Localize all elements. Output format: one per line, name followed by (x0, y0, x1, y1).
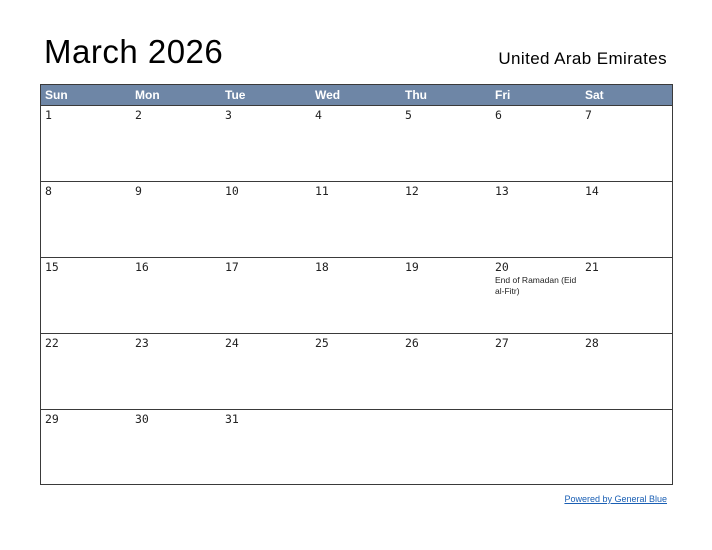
day-cell[interactable]: 20 End of Ramadan (Eid al-Fitr) (491, 258, 581, 333)
day-cell[interactable]: 14 (581, 182, 672, 257)
week-row-2: 8 9 10 11 12 13 14 (41, 181, 672, 257)
day-number: 12 (405, 184, 419, 198)
day-cell[interactable]: 27 (491, 334, 581, 409)
day-cell[interactable]: 30 (131, 410, 221, 485)
day-number: 24 (225, 336, 239, 350)
weekday-fri: Fri (495, 88, 511, 102)
day-cell[interactable]: 1 (41, 106, 131, 181)
day-number: 3 (225, 108, 232, 122)
day-number: 31 (225, 412, 239, 426)
week-row-3: 15 16 17 18 19 20 End of Ramadan (Eid al… (41, 257, 672, 333)
day-number: 20 (495, 260, 509, 274)
week-row-1: 1 2 3 4 5 6 7 (41, 105, 672, 181)
day-cell[interactable]: 2 (131, 106, 221, 181)
day-number: 11 (315, 184, 329, 198)
day-number: 5 (405, 108, 412, 122)
week-row-4: 22 23 24 25 26 27 28 (41, 333, 672, 409)
day-number: 26 (405, 336, 419, 350)
weekday-sat: Sat (585, 88, 604, 102)
day-number: 1 (45, 108, 52, 122)
day-number: 23 (135, 336, 149, 350)
day-cell[interactable]: 31 (221, 410, 311, 485)
day-cell[interactable]: 9 (131, 182, 221, 257)
day-number: 14 (585, 184, 599, 198)
weekday-mon: Mon (135, 88, 160, 102)
weekday-wed: Wed (315, 88, 341, 102)
day-number: 13 (495, 184, 509, 198)
day-cell[interactable]: 5 (401, 106, 491, 181)
day-number: 17 (225, 260, 239, 274)
weekday-header: Sun Mon Tue Wed Thu Fri Sat (41, 85, 672, 105)
day-cell[interactable]: 26 (401, 334, 491, 409)
page-title: March 2026 (44, 33, 224, 70)
day-cell[interactable]: 4 (311, 106, 401, 181)
weekday-thu: Thu (405, 88, 427, 102)
powered-by-link[interactable]: Powered by General Blue (564, 494, 667, 504)
day-number: 25 (315, 336, 329, 350)
day-cell[interactable]: 12 (401, 182, 491, 257)
empty-cell (401, 410, 491, 485)
day-cell[interactable]: 6 (491, 106, 581, 181)
day-number: 18 (315, 260, 329, 274)
week-row-5: 29 30 31 (41, 409, 672, 485)
day-number: 10 (225, 184, 239, 198)
day-number: 27 (495, 336, 509, 350)
day-cell[interactable]: 11 (311, 182, 401, 257)
day-number: 15 (45, 260, 59, 274)
day-cell[interactable]: 24 (221, 334, 311, 409)
day-number: 29 (45, 412, 59, 426)
day-cell[interactable]: 3 (221, 106, 311, 181)
day-cell[interactable]: 10 (221, 182, 311, 257)
calendar-grid: Sun Mon Tue Wed Thu Fri Sat 1 2 3 4 5 6 … (40, 84, 673, 485)
day-cell[interactable]: 17 (221, 258, 311, 333)
day-number: 7 (585, 108, 592, 122)
day-number: 19 (405, 260, 419, 274)
day-number: 8 (45, 184, 52, 198)
holiday-label: End of Ramadan (Eid al-Fitr) (495, 275, 577, 296)
day-number: 16 (135, 260, 149, 274)
country-name: United Arab Emirates (498, 49, 667, 68)
weekday-sun: Sun (45, 88, 68, 102)
empty-cell (311, 410, 401, 485)
day-cell[interactable]: 8 (41, 182, 131, 257)
day-cell[interactable]: 15 (41, 258, 131, 333)
day-number: 2 (135, 108, 142, 122)
day-number: 21 (585, 260, 599, 274)
day-cell[interactable]: 25 (311, 334, 401, 409)
day-cell[interactable]: 22 (41, 334, 131, 409)
day-number: 9 (135, 184, 142, 198)
day-cell[interactable]: 19 (401, 258, 491, 333)
day-cell[interactable]: 16 (131, 258, 221, 333)
day-number: 4 (315, 108, 322, 122)
day-number: 22 (45, 336, 59, 350)
day-number: 28 (585, 336, 599, 350)
weekday-tue: Tue (225, 88, 246, 102)
empty-cell (581, 410, 672, 485)
day-cell[interactable]: 21 (581, 258, 672, 333)
empty-cell (491, 410, 581, 485)
day-cell[interactable]: 29 (41, 410, 131, 485)
day-cell[interactable]: 18 (311, 258, 401, 333)
day-cell[interactable]: 13 (491, 182, 581, 257)
day-cell[interactable]: 23 (131, 334, 221, 409)
day-cell[interactable]: 28 (581, 334, 672, 409)
day-number: 6 (495, 108, 502, 122)
day-number: 30 (135, 412, 149, 426)
day-cell[interactable]: 7 (581, 106, 672, 181)
